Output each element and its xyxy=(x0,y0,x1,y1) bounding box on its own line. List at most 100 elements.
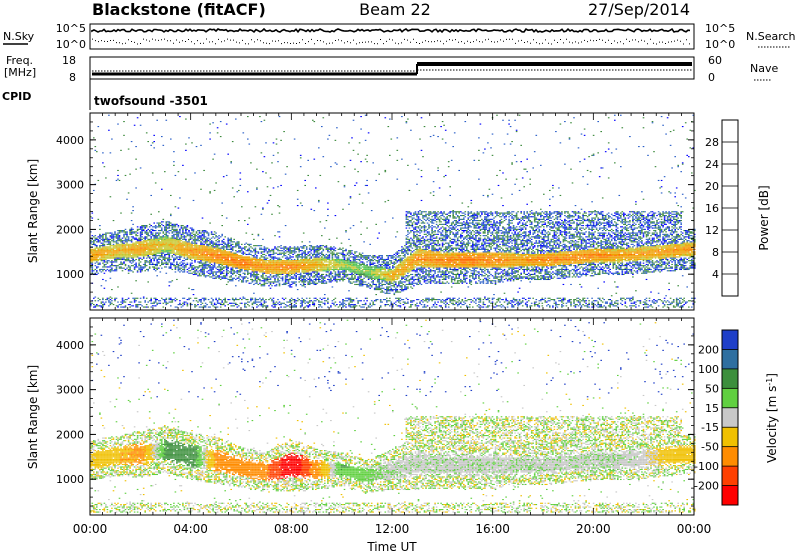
power-cell xyxy=(246,303,248,304)
power-cell xyxy=(264,303,266,304)
power-cell xyxy=(270,251,272,252)
power-cell xyxy=(312,281,314,282)
power-cell xyxy=(277,269,279,270)
power-cell xyxy=(126,258,128,259)
power-cell xyxy=(96,248,98,249)
power-cell xyxy=(342,248,344,249)
power-cell xyxy=(158,248,160,249)
power-cell xyxy=(169,243,171,244)
power-cell xyxy=(211,250,213,251)
power-cell xyxy=(324,270,326,271)
power-cell xyxy=(110,297,112,298)
power-cell xyxy=(205,260,207,261)
power-cell xyxy=(166,239,168,240)
power-cell xyxy=(261,266,263,267)
power-cell xyxy=(249,259,251,260)
power-cell xyxy=(170,268,172,269)
power-cell xyxy=(175,240,177,241)
power-cell xyxy=(172,300,174,301)
power-cell xyxy=(111,233,113,234)
power-cell xyxy=(250,162,252,163)
power-cell xyxy=(261,245,263,246)
power-cell xyxy=(179,243,181,244)
power-cell xyxy=(312,266,314,267)
power-cell xyxy=(203,268,205,269)
power-cell xyxy=(286,270,288,271)
power-cell xyxy=(232,246,234,247)
power-cell xyxy=(126,250,128,251)
power-cell xyxy=(345,263,347,264)
power-cell xyxy=(220,236,222,237)
power-cell xyxy=(237,260,239,261)
power-cell xyxy=(156,261,158,262)
power-cell xyxy=(152,226,154,227)
power-cell xyxy=(348,268,350,269)
power-cell xyxy=(117,238,119,239)
power-cell xyxy=(237,299,239,300)
power-cell xyxy=(179,240,181,241)
power-cell xyxy=(113,220,115,221)
power-cell xyxy=(200,233,202,234)
power-cell xyxy=(256,256,258,257)
power-cell xyxy=(116,236,118,237)
power-cell xyxy=(175,269,177,270)
power-cell xyxy=(105,302,107,303)
power-cell xyxy=(233,271,235,272)
power-cell xyxy=(289,251,291,252)
power-cell xyxy=(233,196,235,197)
power-cell xyxy=(166,261,168,262)
power-cell xyxy=(221,260,223,261)
power-cell xyxy=(264,279,266,280)
power-cell xyxy=(327,307,329,308)
power-cell xyxy=(262,209,264,210)
power-cell xyxy=(265,275,267,276)
power-cell xyxy=(249,144,251,145)
power-cell xyxy=(203,170,205,171)
power-cell xyxy=(286,261,288,262)
power-cell xyxy=(258,278,260,279)
power-cell xyxy=(188,299,190,300)
power-cell xyxy=(344,271,346,272)
power-cell xyxy=(324,255,326,256)
power-cell xyxy=(359,280,361,281)
power-cell xyxy=(95,258,97,259)
power-cell xyxy=(250,299,252,300)
power-cell xyxy=(158,211,160,212)
power-cell xyxy=(122,256,124,257)
power-cell xyxy=(285,271,287,272)
power-cell xyxy=(218,263,220,264)
power-cell xyxy=(132,265,134,266)
power-cell xyxy=(218,255,220,256)
power-cell xyxy=(276,260,278,261)
power-cell xyxy=(190,248,192,249)
power-cell xyxy=(221,225,223,226)
power-cell xyxy=(202,303,204,304)
power-cell xyxy=(341,279,343,280)
power-cell xyxy=(173,244,175,245)
power-cell xyxy=(307,269,309,270)
power-cell xyxy=(170,139,172,140)
power-cell xyxy=(153,260,155,261)
power-cell xyxy=(191,304,193,305)
power-cell xyxy=(137,233,139,234)
power-cell xyxy=(218,248,220,249)
power-cell xyxy=(230,248,232,249)
power-cell xyxy=(232,259,234,260)
power-cell xyxy=(120,302,122,303)
power-cell xyxy=(283,246,285,247)
power-cell xyxy=(246,280,248,281)
power-cell xyxy=(137,266,139,267)
power-cell xyxy=(359,285,361,286)
power-cell xyxy=(161,298,163,299)
power-cell xyxy=(163,221,165,222)
power-cell xyxy=(178,231,180,232)
power-cell xyxy=(330,249,332,250)
power-cell xyxy=(211,233,213,234)
power-cell xyxy=(96,253,98,254)
power-cell xyxy=(294,253,296,254)
power-cell xyxy=(170,225,172,226)
power-cell xyxy=(200,299,202,300)
power-cell xyxy=(146,240,148,241)
power-cell xyxy=(312,270,314,271)
power-cell xyxy=(123,253,125,254)
